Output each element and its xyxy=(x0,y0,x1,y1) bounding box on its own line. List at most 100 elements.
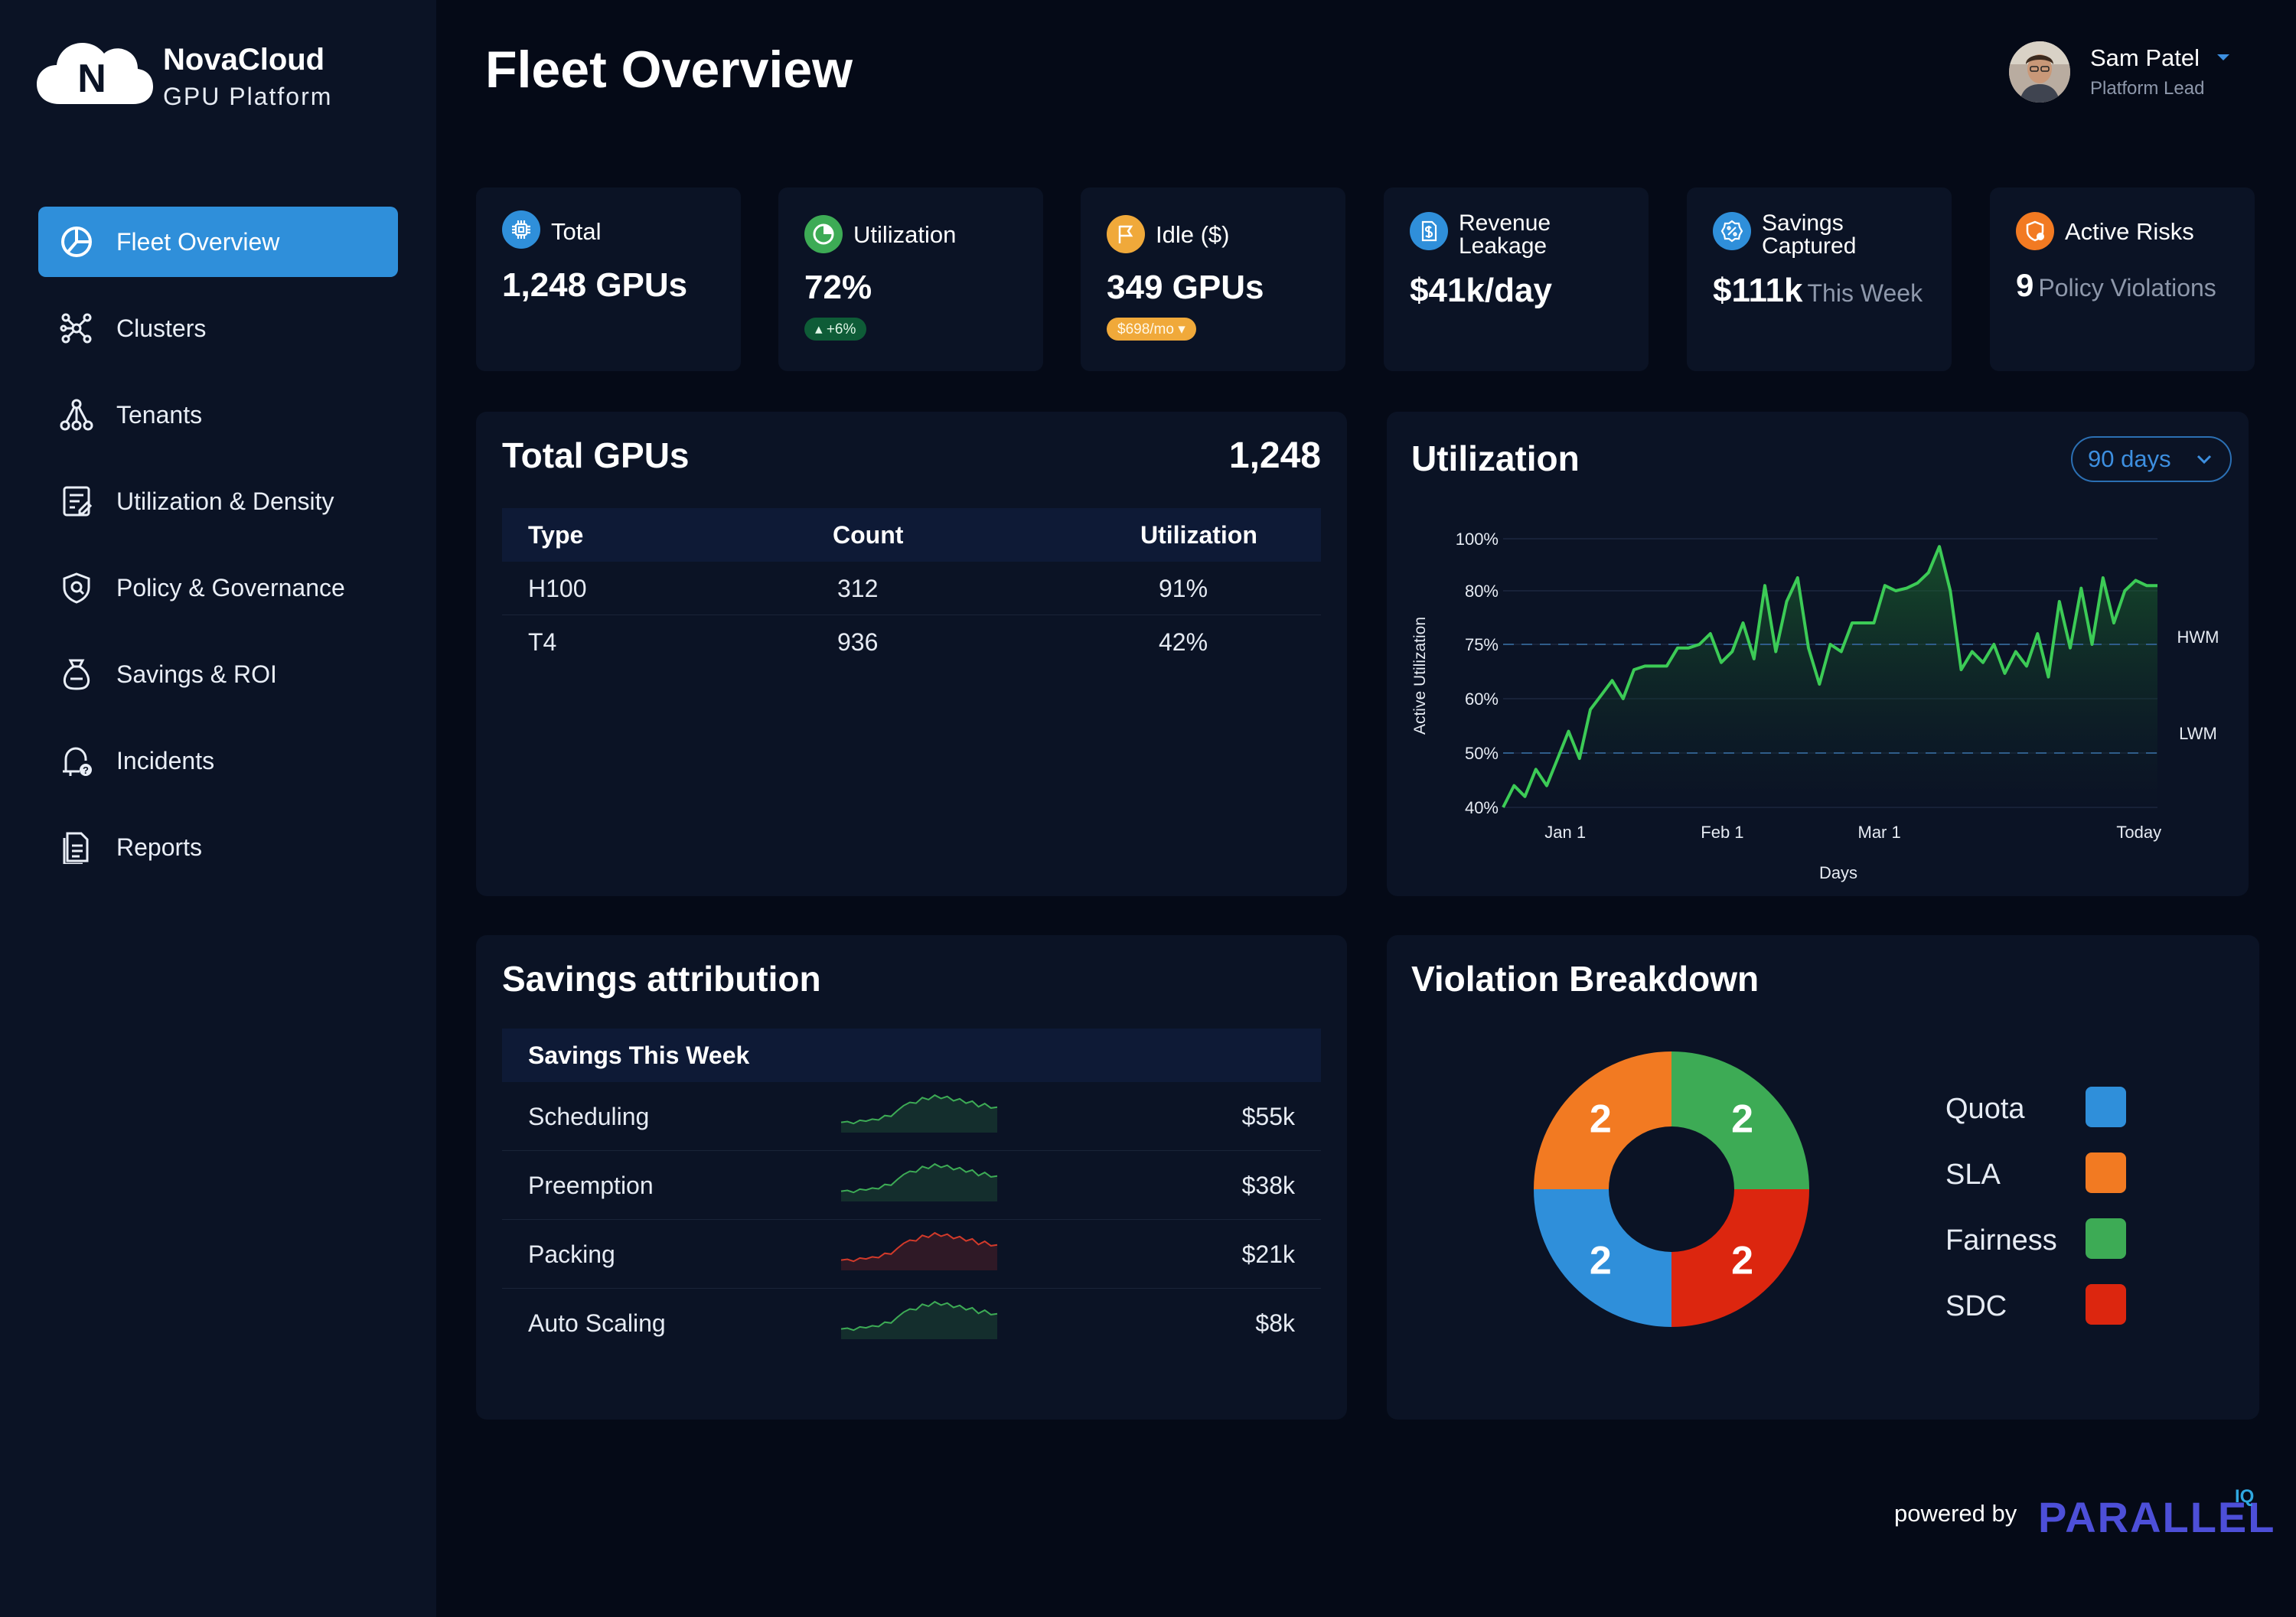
sparkline-area xyxy=(841,1164,997,1201)
donut-slice-value: 2 xyxy=(1731,1097,1753,1141)
legend-item-quota[interactable]: Quota xyxy=(1945,1087,2144,1130)
cell-count: 936 xyxy=(837,628,879,656)
kpi-label: Savings Captured xyxy=(1762,212,1856,258)
sidebar-item-reports[interactable]: Reports xyxy=(38,812,398,882)
x-tick-label: Jan 1 xyxy=(1544,823,1586,842)
y-tick-label: 50% xyxy=(1465,744,1499,763)
kpi-card-total[interactable]: Total 1,248 GPUs xyxy=(476,187,741,371)
kpi-value: 72% xyxy=(804,269,872,306)
donut-slice-quota[interactable] xyxy=(1534,1189,1671,1327)
sidebar-item-utilization-density[interactable]: Utilization & Density xyxy=(38,466,398,536)
utilization-panel: Utilization 90 days 40% 50% 60% 75% 80% 100% H… xyxy=(1387,412,2249,896)
cell-count: 312 xyxy=(837,575,879,602)
kpi-card-active-risks[interactable]: Active Risks 9 Policy Violations xyxy=(1990,187,2255,371)
sidebar-item-savings-roi[interactable]: Savings & ROI xyxy=(38,639,398,709)
donut-slice-fairness[interactable] xyxy=(1671,1051,1809,1189)
kpi-card-revenue-leakage[interactable]: Revenue Leakage $41k/day xyxy=(1384,187,1649,371)
column-header-type[interactable]: Type xyxy=(528,521,584,549)
chevron-down-icon[interactable] xyxy=(2216,52,2231,63)
legend-label: SLA xyxy=(1945,1159,2001,1191)
user-menu[interactable]: Sam Patel Platform Lead xyxy=(2009,40,2269,109)
table-row[interactable]: H100 312 91% xyxy=(502,562,1321,615)
utilization-chart: 40% 50% 60% 75% 80% 100% HWM LWM Jan 1 Feb 1 Mar 1… xyxy=(1411,530,2219,882)
savings-row-label: Preemption xyxy=(528,1172,654,1199)
tenants-tree-icon xyxy=(58,396,95,433)
table-header: Type Count Utilization xyxy=(502,508,1321,562)
kpi-label: Utilization xyxy=(853,221,957,248)
column-header-savings-week: Savings This Week xyxy=(528,1042,750,1069)
pie-icon xyxy=(804,215,843,253)
savings-row-label: Auto Scaling xyxy=(528,1309,666,1337)
sidebar-item-clusters[interactable]: Clusters xyxy=(38,293,398,363)
legend-item-sdc[interactable]: SDC xyxy=(1945,1284,2144,1327)
chevron-down-icon xyxy=(2197,455,2212,465)
kpi-card-savings-captured[interactable]: Savings Captured $111k This Week xyxy=(1687,187,1952,371)
savings-row-label: Packing xyxy=(528,1240,615,1268)
panel-title: Savings attribution xyxy=(502,959,821,999)
legend-item-sla[interactable]: SLA xyxy=(1945,1152,2144,1195)
kpi-card-utilization[interactable]: Utilization 72% ▴ +6% xyxy=(778,187,1043,371)
donut-slice-value: 2 xyxy=(1590,1097,1612,1141)
brand-name: NovaCloud xyxy=(163,43,325,77)
sidebar-item-tenants[interactable]: Tenants xyxy=(38,380,398,450)
column-header-count[interactable]: Count xyxy=(833,521,904,549)
kpi-value-suffix: This Week xyxy=(1807,279,1923,307)
sidebar-item-policy-governance[interactable]: Policy & Governance xyxy=(38,553,398,623)
savings-row-value: $21k xyxy=(1241,1240,1295,1268)
sparkline xyxy=(840,1231,998,1270)
sidebar: N NovaCloud GPU Platform Fleet Overview … xyxy=(0,0,436,1617)
y-tick-label: 60% xyxy=(1465,690,1499,709)
pie-chart-icon xyxy=(58,223,95,260)
kpi-label: Idle ($) xyxy=(1156,221,1230,248)
table-row[interactable]: Packing $21k xyxy=(502,1220,1321,1289)
powered-by-sup: IQ xyxy=(2235,1486,2255,1507)
cost-badge[interactable]: $698/mo ▾ xyxy=(1107,318,1196,341)
document-edit-icon xyxy=(58,483,95,520)
sidebar-item-label: Savings & ROI xyxy=(116,660,277,688)
kpi-value: $111k This Week xyxy=(1713,272,1923,310)
page-title: Fleet Overview xyxy=(485,41,853,99)
network-cluster-icon xyxy=(58,310,95,347)
sparkline-area xyxy=(841,1302,997,1339)
chip-icon xyxy=(502,210,540,249)
kpi-value-suffix: Policy Violations xyxy=(2038,274,2216,302)
table-row[interactable]: T4 936 42% xyxy=(502,615,1321,669)
panel-title: Utilization xyxy=(1411,438,1580,478)
avatar[interactable] xyxy=(2009,41,2070,103)
panel-title: Total GPUs xyxy=(502,435,690,475)
x-tick-label: Feb 1 xyxy=(1701,823,1743,842)
sidebar-item-fleet-overview[interactable]: Fleet Overview xyxy=(38,207,398,277)
user-name: Sam Patel xyxy=(2090,44,2200,71)
dollar-doc-icon xyxy=(1410,212,1448,250)
donut-slice-sdc[interactable] xyxy=(1671,1189,1809,1327)
reference-line-label: LWM xyxy=(2179,724,2217,743)
kpi-label-line2: Captured xyxy=(1762,233,1857,259)
column-header-utilization[interactable]: Utilization xyxy=(1140,521,1257,549)
savings-row-value: $55k xyxy=(1241,1103,1295,1130)
savings-row-value: $8k xyxy=(1255,1309,1295,1337)
sparkline xyxy=(840,1162,998,1201)
powered-by[interactable]: powered by PARALLEL IQ xyxy=(1894,1486,2277,1546)
violation-breakdown-panel: Violation Breakdown 2 2 2 2 Quota SLA Fairnes… xyxy=(1387,935,2259,1420)
table-row[interactable]: Scheduling $55k xyxy=(502,1082,1321,1151)
brand-logo[interactable]: N NovaCloud GPU Platform xyxy=(37,38,389,115)
y-tick-label: 100% xyxy=(1456,530,1499,549)
legend-swatch xyxy=(2086,1284,2126,1325)
sidebar-item-incidents[interactable]: ? Incidents xyxy=(38,725,398,796)
report-icon xyxy=(58,829,95,866)
sidebar-item-label: Fleet Overview xyxy=(116,227,280,256)
table-row[interactable]: Auto Scaling $8k xyxy=(502,1289,1321,1358)
legend-item-fairness[interactable]: Fairness xyxy=(1945,1218,2144,1261)
table-row[interactable]: Preemption $38k xyxy=(502,1151,1321,1220)
donut-slice-sla[interactable] xyxy=(1534,1051,1671,1189)
sparkline-line xyxy=(840,1231,998,1263)
y-axis-label: Active Utilization xyxy=(1411,617,1429,735)
kpi-value-number: $111k xyxy=(1713,272,1803,309)
svg-text:?: ? xyxy=(83,764,89,776)
legend-swatch xyxy=(2086,1087,2126,1127)
shield-alert-icon xyxy=(2016,212,2054,250)
donut-slice-value: 2 xyxy=(1731,1239,1753,1283)
delta-badge: ▴ +6% xyxy=(804,318,867,341)
range-dropdown[interactable]: 90 days xyxy=(2071,436,2232,482)
kpi-card-idle[interactable]: Idle ($) 349 GPUs $698/mo ▾ xyxy=(1081,187,1345,371)
